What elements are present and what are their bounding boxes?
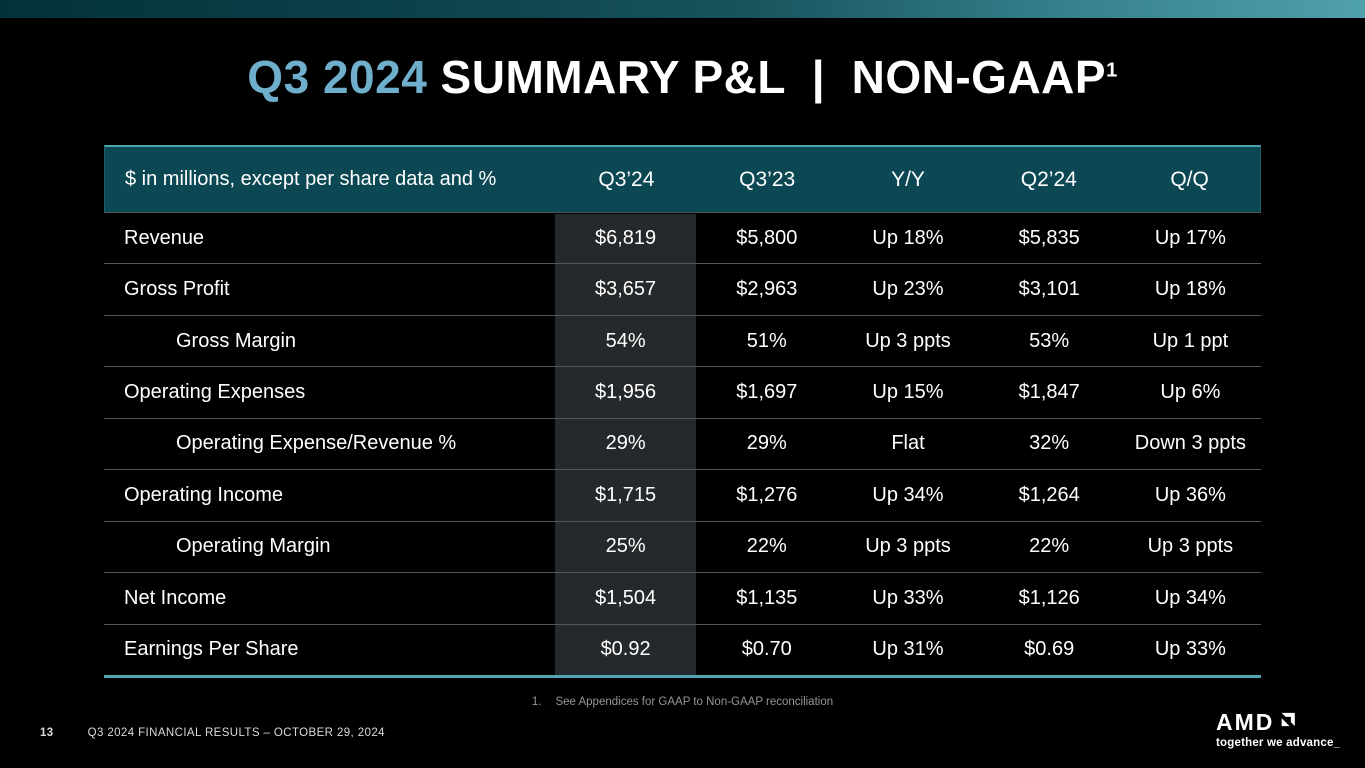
- cell-value: 22%: [746, 535, 787, 558]
- column-header-yy: Y/Y: [891, 167, 925, 191]
- cell-value: $6,819: [595, 226, 657, 249]
- row-label: Gross Margin: [176, 329, 297, 352]
- page-number: 13: [40, 727, 54, 739]
- cell-value: Up 36%: [1154, 483, 1226, 506]
- cell-value: 29%: [746, 432, 787, 455]
- table-unit-label: $ in millions, except per share data and…: [125, 168, 497, 190]
- cell-value: $5,800: [736, 226, 798, 249]
- row-label: Revenue: [124, 226, 205, 249]
- cell-value: Up 33%: [1154, 638, 1226, 661]
- row-label: Net Income: [124, 586, 227, 609]
- footnote-text: See Appendices for GAAP to Non-GAAP reco…: [555, 696, 834, 708]
- table-row-revenue: Revenue $6,819 $5,800 Up 18% $5,835 Up 1…: [104, 212, 1261, 263]
- cell-value: Down 3 ppts: [1134, 432, 1246, 455]
- cell-value: 29%: [605, 432, 646, 455]
- cell-value: $0.70: [741, 638, 792, 661]
- table-row-operating-income: Operating Income $1,715 $1,276 Up 34% $1…: [104, 469, 1261, 520]
- cell-value: $1,126: [1018, 586, 1080, 609]
- cell-value: $1,697: [736, 381, 798, 404]
- column-header-q3-24: Q3’24: [598, 167, 655, 191]
- footnote: 1. See Appendices for GAAP to Non-GAAP re…: [0, 696, 1365, 708]
- amd-wordmark: AMD: [1216, 710, 1340, 734]
- cell-value: $0.92: [600, 638, 651, 661]
- table-row-operating-margin: Operating Margin 25% 22% Up 3 ppts 22% U…: [104, 520, 1261, 572]
- cell-value: $1,264: [1018, 483, 1080, 506]
- amd-logo: AMD together we advance_: [1216, 710, 1340, 749]
- cell-value: Up 17%: [1154, 226, 1226, 249]
- cell-value: $1,956: [595, 381, 657, 404]
- cell-value: Up 1 ppt: [1152, 329, 1229, 352]
- cell-value: Up 6%: [1160, 381, 1221, 404]
- cell-value: $3,657: [595, 278, 657, 301]
- cell-value: $5,835: [1018, 226, 1080, 249]
- table-row-gross-margin: Gross Margin 54% 51% Up 3 ppts 53% Up 1 …: [104, 314, 1261, 366]
- cell-value: Up 3 ppts: [865, 535, 951, 558]
- table-row-opex-revenue-pct: Operating Expense/Revenue % 29% 29% Flat…: [104, 417, 1261, 469]
- top-gradient-bar: [0, 0, 1365, 18]
- cell-value: Flat: [891, 432, 925, 455]
- row-label: Gross Profit: [124, 278, 230, 301]
- column-header-q3-23: Q3’23: [739, 167, 796, 191]
- cell-value: $1,135: [736, 586, 798, 609]
- cell-value: 22%: [1029, 535, 1070, 558]
- cell-value: $1,715: [595, 483, 657, 506]
- cell-value: 53%: [1029, 329, 1070, 352]
- amd-brand-text: AMD: [1216, 708, 1275, 735]
- amd-arrow-icon: [1278, 710, 1297, 734]
- cell-value: Up 18%: [872, 226, 944, 249]
- amd-tagline: together we advance_: [1216, 737, 1341, 749]
- table-row-gross-profit: Gross Profit $3,657 $2,963 Up 23% $3,101…: [104, 263, 1261, 314]
- slide-title-footnote-marker: 1: [1106, 59, 1118, 82]
- cell-value: 32%: [1029, 432, 1070, 455]
- table-body: Revenue $6,819 $5,800 Up 18% $5,835 Up 1…: [104, 212, 1261, 678]
- cell-value: $2,963: [736, 278, 798, 301]
- cell-value: Up 23%: [872, 278, 944, 301]
- table-header-row: $ in millions, except per share data and…: [104, 145, 1261, 212]
- cell-value: Up 3 ppts: [865, 329, 951, 352]
- cell-value: Up 18%: [1154, 278, 1226, 301]
- cell-value: $1,504: [595, 586, 657, 609]
- footnote-number: 1.: [531, 696, 542, 708]
- cell-value: 54%: [605, 329, 646, 352]
- table-row-net-income: Net Income $1,504 $1,135 Up 33% $1,126 U…: [104, 572, 1261, 623]
- table-row-operating-expenses: Operating Expenses $1,956 $1,697 Up 15% …: [104, 366, 1261, 417]
- slide-footer: 13 Q3 2024 FINANCIAL RESULTS – OCTOBER 2…: [40, 727, 385, 739]
- cell-value: Up 3 ppts: [1147, 535, 1234, 558]
- cell-value: 25%: [605, 535, 646, 558]
- slide-title-main: SUMMARY P&L | NON-GAAP: [427, 51, 1107, 103]
- cell-value: Up 34%: [872, 483, 944, 506]
- column-header-qq: Q/Q: [1170, 167, 1209, 191]
- summary-pl-table: $ in millions, except per share data and…: [104, 145, 1261, 678]
- cell-value: Up 31%: [872, 638, 944, 661]
- cell-value: $0.69: [1024, 638, 1075, 661]
- cell-value: Up 34%: [1154, 586, 1226, 609]
- slide-title: Q3 2024 SUMMARY P&L | NON-GAAP1: [0, 50, 1365, 104]
- column-header-q2-24: Q2’24: [1020, 167, 1077, 191]
- cell-value: $3,101: [1018, 278, 1080, 301]
- current-quarter-highlight: [555, 214, 696, 675]
- cell-value: 51%: [746, 329, 787, 352]
- footer-text: Q3 2024 FINANCIAL RESULTS – OCTOBER 29, …: [87, 727, 385, 739]
- cell-value: $1,847: [1018, 381, 1080, 404]
- table-row-eps: Earnings Per Share $0.92 $0.70 Up 31% $0…: [104, 623, 1261, 675]
- row-label: Operating Income: [124, 483, 283, 506]
- slide-title-accent: Q3 2024: [247, 51, 428, 103]
- cell-value: $1,276: [736, 483, 798, 506]
- cell-value: Up 15%: [872, 381, 944, 404]
- row-label: Operating Expense/Revenue %: [176, 432, 457, 455]
- cell-value: Up 33%: [872, 586, 944, 609]
- row-label: Earnings Per Share: [124, 638, 299, 661]
- row-label: Operating Margin: [176, 535, 331, 558]
- row-label: Operating Expenses: [124, 381, 306, 404]
